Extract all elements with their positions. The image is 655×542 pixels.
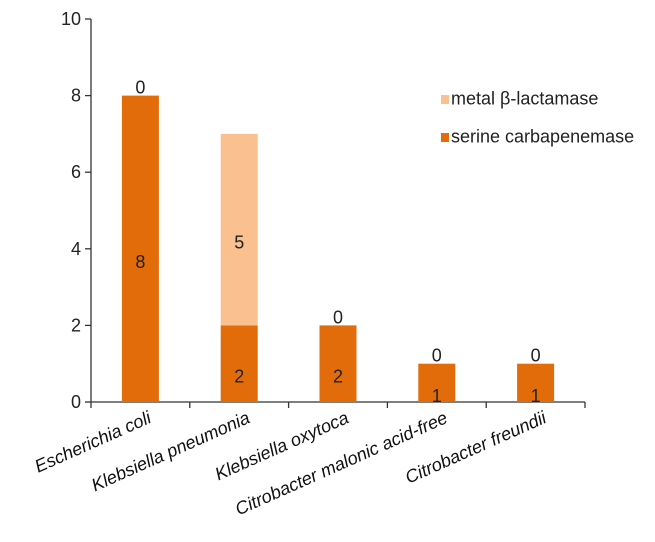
data-labels: 8 0 2 5 2 0 1 0 1 0 [135,78,540,406]
bar-metal-beta-lactamase [220,133,258,326]
bars [121,95,555,402]
bar-serine-carbapenemase [517,363,555,402]
legend-label: metal β-lactamase [451,89,598,109]
data-label: 2 [234,367,244,387]
y-tick-label: 8 [71,86,81,106]
data-label: 1 [432,386,442,406]
legend: metal β-lactamase serine carbapenemase [441,89,634,147]
data-label: 2 [333,367,343,387]
data-label: 0 [135,78,145,98]
y-tick-label: 6 [71,162,81,182]
data-label: 0 [333,307,343,327]
legend-swatch [441,95,449,104]
data-label: 0 [531,346,541,366]
bar-serine-carbapenemase [319,325,357,402]
y-tick-label: 4 [71,239,81,259]
legend-swatch [441,133,449,142]
category-label: Klebsiella pneumonia [88,407,252,495]
y-tick-label: 10 [61,9,81,29]
bar-serine-carbapenemase [220,325,258,402]
data-label: 8 [135,252,145,272]
y-tick-label: 2 [71,315,81,335]
data-label: 1 [531,386,541,406]
data-label: 5 [234,233,244,253]
bar-serine-carbapenemase [121,95,159,402]
bar-serine-carbapenemase [418,363,456,402]
data-label: 0 [432,346,442,366]
y-tick-label: 0 [71,392,81,412]
legend-label: serine carbapenemase [451,127,634,147]
